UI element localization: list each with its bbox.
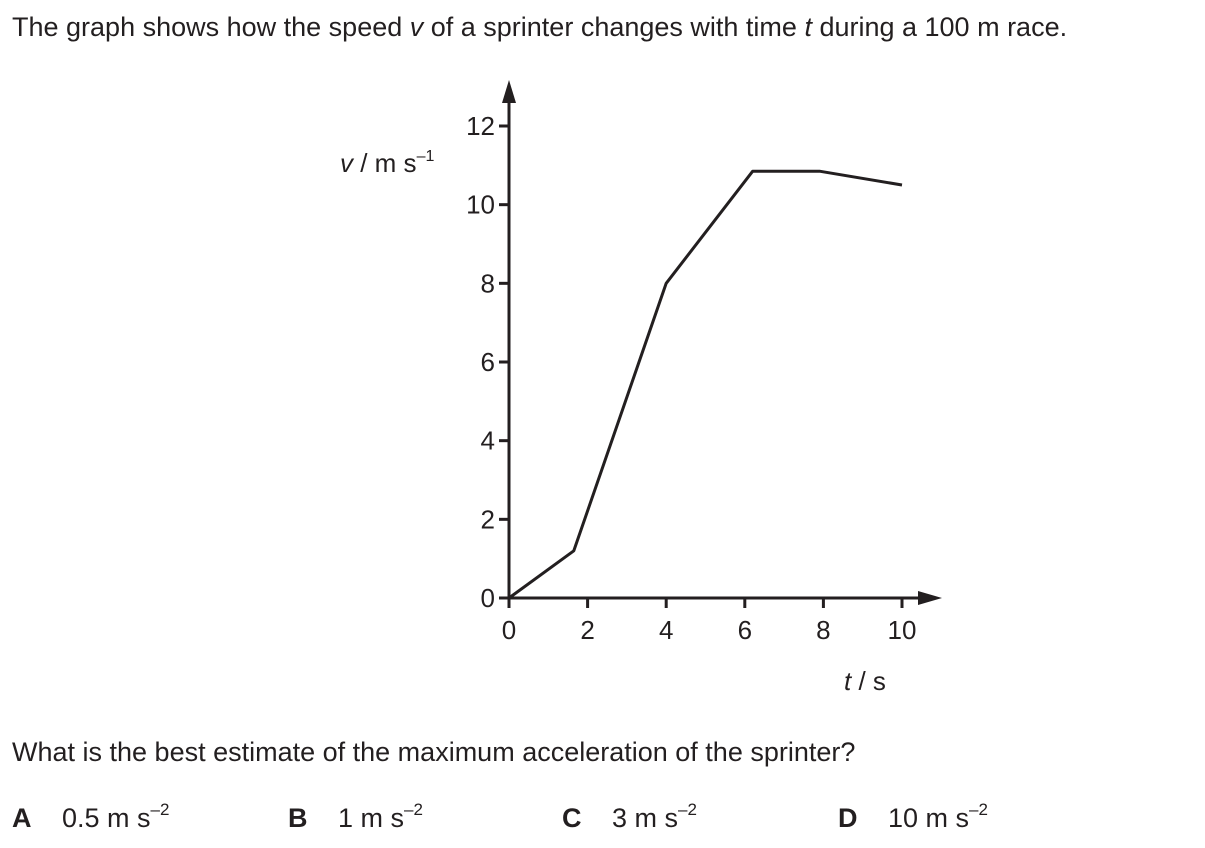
y-tick: 12 (466, 111, 509, 141)
option-d-exponent: –2 (969, 800, 988, 819)
option-d-letter: D (838, 803, 858, 833)
y-tick: 0 (481, 583, 509, 613)
option-d[interactable]: D 10 m s–2 (838, 800, 988, 834)
y-tick: 6 (481, 347, 509, 377)
x-axis-arrow (918, 591, 942, 605)
y-tick-label: 12 (466, 111, 495, 141)
x-tick: 4 (659, 598, 673, 645)
x-tick: 2 (580, 598, 595, 645)
x-tick: 6 (738, 598, 752, 645)
y-axis-arrow (502, 80, 516, 103)
y-tick: 2 (481, 504, 509, 534)
y-tick-label: 6 (481, 347, 495, 377)
intro-part1: The graph shows how the speed (12, 12, 410, 42)
option-b-exponent: –2 (404, 800, 423, 819)
intro-part2: of a sprinter changes with time (423, 12, 805, 42)
option-c-letter: C (562, 803, 582, 833)
question-text: What is the best estimate of the maximum… (12, 737, 856, 767)
x-tick-label: 6 (738, 615, 752, 645)
y-tick-label: 8 (481, 268, 495, 298)
y-ticks: 0 2 4 6 8 10 12 (466, 111, 509, 613)
t-symbol: t (804, 12, 812, 42)
x-tick-label: 8 (816, 615, 830, 645)
option-d-value: 10 m s (888, 803, 970, 833)
intro-part3: during a 100 m race. (811, 12, 1068, 42)
chart-series (508, 169, 903, 600)
y-tick: 10 (466, 190, 509, 220)
option-c-exponent: –2 (678, 800, 697, 819)
x-tick-label: 2 (580, 615, 594, 645)
option-b-value: 1 m s (338, 803, 405, 833)
x-tick: 8 (816, 598, 831, 645)
x-ticks: 0 2 4 6 8 10 (502, 598, 917, 645)
speed-time-chart: 0 2 4 6 8 10 12 0 2 4 6 8 10 v / m s–1 t / s (340, 80, 942, 696)
option-c-value: 3 m s (612, 803, 679, 833)
y-tick: 8 (481, 268, 509, 298)
option-a-letter: A (12, 803, 32, 833)
y-axis-label: v / m s–1 (340, 148, 434, 178)
x-tick-label: 0 (502, 615, 516, 645)
x-tick-label: 4 (659, 615, 673, 645)
option-b-letter: B (288, 803, 308, 833)
option-a-exponent: –2 (150, 800, 170, 819)
option-a-value: 0.5 m s (62, 803, 151, 833)
chart-axes (502, 80, 942, 605)
y-tick-label: 4 (481, 426, 495, 456)
y-tick-label: 10 (466, 190, 495, 220)
option-b[interactable]: B 1 m s–2 (288, 800, 423, 834)
x-tick-label: 10 (888, 615, 917, 645)
x-label-symbol: t (844, 666, 853, 696)
x-label-unit: / s (851, 666, 886, 696)
x-axis-label: t / s (844, 666, 886, 696)
y-label-unit: / m s (353, 148, 417, 178)
y-label-exponent: –1 (417, 148, 435, 165)
x-tick: 0 (502, 598, 516, 645)
x-tick: 10 (888, 598, 917, 645)
intro-text: The graph shows how the speed v of a spr… (12, 12, 1067, 43)
option-a[interactable]: A 0.5 m s–2 (12, 800, 170, 834)
y-tick: 4 (481, 426, 509, 456)
y-tick-label: 2 (481, 504, 495, 534)
v-symbol: v (409, 12, 424, 42)
option-c[interactable]: C 3 m s–2 (562, 800, 697, 834)
speed-line (508, 169, 903, 600)
y-label-symbol: v (340, 148, 355, 178)
y-tick-label: 0 (481, 583, 495, 613)
